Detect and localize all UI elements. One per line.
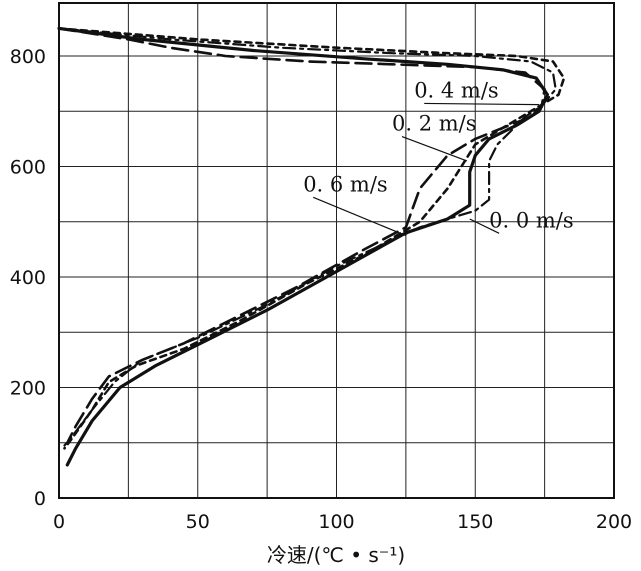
annotation-leader [312,196,407,237]
series-group [57,26,566,467]
annotation-leader [424,102,540,106]
annotation-label: 0. 0 m/s [489,208,574,232]
x-tick-label: 0 [53,511,65,533]
tick-labels: 0 50 100 150 200 0 200 400 600 800 [10,46,632,533]
y-tick-label: 600 [10,157,46,179]
annotation-label: 0. 6 m/s [303,172,388,196]
annotations: 0. 4 m/s 0. 2 m/s 0. 6 m/s 0. 0 m/s [303,78,574,237]
x-tick-label: 200 [596,511,632,533]
y-tick-label: 200 [10,378,46,400]
x-axis-label: 冷速/(℃ • s⁻¹) [267,543,405,567]
series-line-0-0-m-s [57,27,557,447]
annotation-leader [469,218,500,234]
series-line-0-6-m-s [57,27,566,450]
y-tick-label: 400 [10,267,46,289]
series-line-0-4-m-s [57,26,550,467]
annotation-leader [401,136,468,162]
x-tick-label: 50 [186,511,210,533]
annotation-label: 0. 2 m/s [392,112,477,136]
y-tick-label: 800 [10,46,46,68]
x-tick-label: 150 [457,511,493,533]
annotation-label: 0. 4 m/s [414,78,499,102]
y-tick-label: 0 [34,488,46,510]
x-tick-label: 100 [318,511,354,533]
plot-frame [58,2,615,499]
